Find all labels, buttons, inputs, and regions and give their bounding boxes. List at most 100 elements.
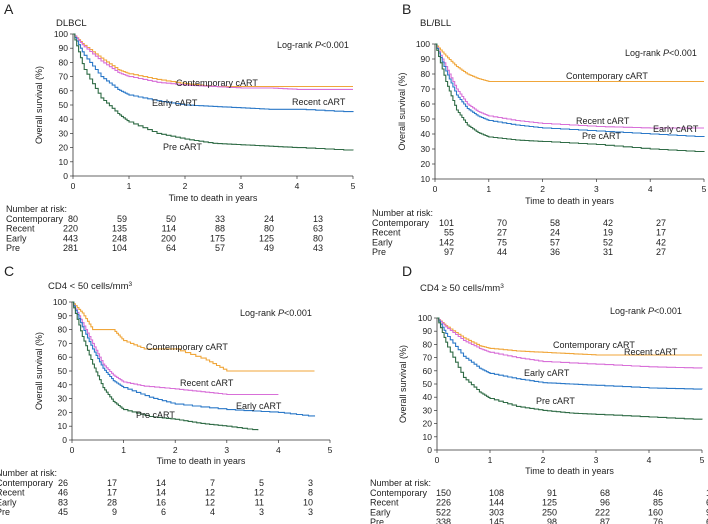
risk-value: 59 (117, 214, 127, 224)
panel-letter: B (402, 1, 411, 17)
risk-value: 18 (706, 488, 708, 498)
series-label: Contemporary cART (146, 342, 228, 352)
y-tick-label: 50 (59, 100, 69, 110)
log-rank-annotation: Log-rank P<0.001 (277, 40, 349, 50)
series-label: Recent cART (624, 347, 678, 357)
series-line-early (435, 43, 705, 138)
risk-value: 52 (603, 237, 613, 247)
series-label: Early cART (524, 368, 570, 378)
risk-value: 68 (600, 488, 610, 498)
risk-value: 70 (497, 218, 507, 228)
risk-row-label: Recent (372, 228, 401, 238)
risk-value: 50 (166, 214, 176, 224)
risk-value: 125 (259, 233, 274, 243)
risk-value: 55 (444, 228, 454, 238)
risk-value: 5 (259, 478, 264, 488)
risk-value: 83 (58, 497, 68, 507)
y-tick-label: 50 (58, 366, 68, 376)
risk-value: 338 (436, 517, 451, 524)
x-tick-label: 1 (488, 455, 493, 465)
x-tick-label: 5 (702, 184, 707, 194)
risk-value: 57 (215, 243, 225, 253)
risk-table-header: Number at risk: (372, 208, 433, 218)
risk-value: 14 (156, 488, 166, 498)
risk-value: 26 (58, 478, 68, 488)
y-tick-label: 40 (421, 129, 431, 139)
risk-value: 8 (308, 488, 313, 498)
x-tick-label: 0 (70, 445, 75, 455)
y-tick-label: 60 (421, 99, 431, 109)
risk-row-label: Pre (370, 517, 384, 524)
risk-row-label: Contemporary (370, 488, 428, 498)
risk-value: 99 (706, 507, 708, 517)
series-label: Recent cART (292, 97, 346, 107)
risk-value: 64 (166, 243, 176, 253)
risk-value: 114 (162, 224, 176, 234)
y-tick-label: 0 (427, 445, 432, 455)
risk-row-label: Early (6, 233, 27, 243)
risk-value: 10 (303, 497, 313, 507)
y-tick-label: 100 (416, 39, 430, 49)
risk-value: 43 (313, 243, 323, 253)
risk-table-header: Number at risk: (6, 204, 67, 214)
series-line-recent (437, 317, 703, 369)
risk-value: 3 (259, 507, 264, 517)
y-tick-label: 30 (58, 394, 68, 404)
risk-value: 45 (58, 507, 68, 517)
y-tick-label: 30 (423, 405, 433, 415)
risk-value: 17 (107, 488, 117, 498)
risk-row-label: Pre (0, 507, 10, 517)
risk-value: 63 (313, 224, 323, 234)
risk-value: 135 (112, 224, 127, 234)
risk-value: 36 (550, 247, 560, 257)
y-tick-label: 20 (59, 143, 69, 153)
risk-value: 13 (313, 214, 323, 224)
y-axis-label: Overall survival (%) (34, 66, 44, 144)
series-label: Pre cART (536, 396, 575, 406)
y-tick-label: 60 (58, 352, 68, 362)
risk-value: 7 (210, 478, 215, 488)
log-rank-annotation: Log-rank P<0.001 (625, 48, 697, 58)
y-tick-label: 10 (423, 432, 433, 442)
risk-row-label: Pre (6, 243, 20, 253)
risk-value: 104 (112, 243, 127, 253)
risk-value: 175 (210, 233, 225, 243)
x-tick-label: 3 (239, 181, 244, 191)
y-tick-label: 0 (62, 435, 67, 445)
log-rank-annotation: Log-rank P<0.001 (240, 308, 312, 318)
risk-value: 17 (107, 478, 117, 488)
y-tick-label: 100 (54, 29, 68, 39)
panel-letter: A (4, 1, 14, 17)
y-tick-label: 10 (58, 421, 68, 431)
series-line-pre (435, 43, 705, 153)
y-axis-label: Overall survival (%) (398, 345, 408, 423)
risk-value: 58 (550, 218, 560, 228)
risk-value: 150 (436, 488, 451, 498)
series-line-early (73, 33, 354, 113)
risk-value: 49 (264, 243, 274, 253)
series-line-contemporary (435, 43, 704, 83)
risk-value: 57 (550, 237, 560, 247)
risk-value: 97 (444, 247, 454, 257)
risk-value: 11 (255, 497, 264, 507)
series-line-recent (73, 33, 353, 90)
x-tick-label: 2 (540, 184, 545, 194)
x-tick-label: 3 (224, 445, 229, 455)
series-line-pre (437, 317, 703, 420)
y-tick-label: 20 (58, 407, 68, 417)
risk-value: 200 (161, 233, 176, 243)
y-tick-label: 70 (58, 338, 68, 348)
x-axis-label: Time to death in years (157, 456, 246, 466)
x-tick-label: 1 (486, 184, 491, 194)
y-tick-label: 20 (423, 419, 433, 429)
panel-title: CD4 < 50 cells/mm3 (48, 281, 133, 293)
risk-value: 125 (542, 498, 557, 508)
risk-value: 17 (656, 228, 666, 238)
x-tick-label: 0 (71, 181, 76, 191)
series-line-contemporary (72, 301, 315, 372)
risk-value: 27 (656, 218, 666, 228)
risk-value: 80 (264, 224, 274, 234)
panel-title: DLBCL (56, 18, 87, 29)
risk-value: 80 (68, 214, 78, 224)
